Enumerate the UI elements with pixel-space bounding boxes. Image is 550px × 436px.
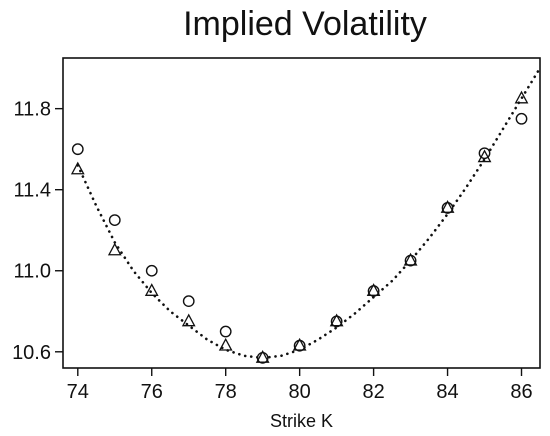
y-tick-label: 11.4 — [14, 180, 51, 202]
circle-marker — [219, 325, 232, 338]
x-tick-label: 82 — [362, 381, 384, 403]
triangle-marker — [292, 337, 307, 351]
triangle-marker — [440, 200, 455, 213]
triangle-marker — [329, 313, 344, 327]
y-tick-label: 11.0 — [14, 261, 51, 283]
circle-marker — [71, 143, 84, 156]
x-tick-label: 76 — [141, 381, 163, 403]
triangle-marker — [70, 161, 85, 175]
circle-marker — [182, 295, 195, 308]
circle-marker — [515, 112, 528, 125]
x-axis-label: Strike K — [270, 411, 333, 431]
triangle-marker — [514, 90, 529, 104]
x-tick-label: 78 — [215, 381, 237, 403]
circle-marker — [145, 264, 158, 277]
x-tick-label: 74 — [67, 381, 89, 403]
triangle-marker — [366, 283, 381, 296]
triangle-marker — [218, 337, 233, 351]
triangle-marker — [144, 283, 159, 296]
triangle-marker — [255, 349, 270, 363]
plot-frame — [62, 57, 541, 369]
triangle-marker — [477, 149, 492, 163]
chart-title: Implied Volatility — [183, 5, 427, 43]
x-tick-label: 80 — [289, 381, 311, 403]
circle-marker — [108, 214, 121, 226]
triangle-marker — [107, 242, 122, 256]
x-tick-label: 86 — [510, 381, 532, 403]
triangle-marker — [403, 252, 418, 266]
y-tick-label: 10.6 — [12, 342, 51, 364]
y-tick-label: 11.8 — [14, 99, 51, 121]
x-tick-label: 84 — [436, 381, 458, 403]
fit-curve-line — [76, 66, 540, 360]
triangle-marker — [181, 313, 196, 327]
